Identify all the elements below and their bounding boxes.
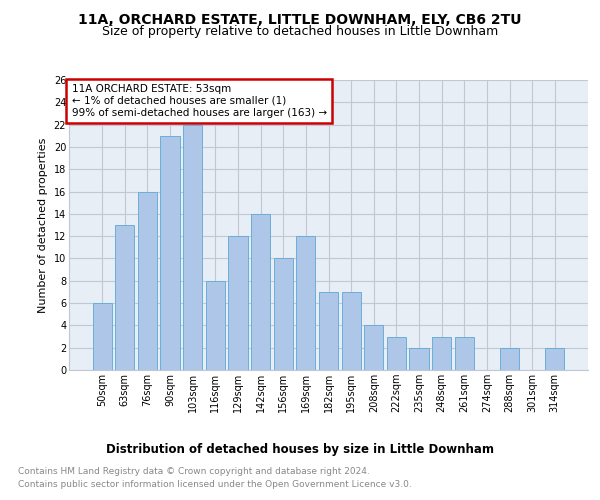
- Text: Size of property relative to detached houses in Little Downham: Size of property relative to detached ho…: [102, 25, 498, 38]
- Bar: [387, 336, 406, 370]
- Text: Contains HM Land Registry data © Crown copyright and database right 2024.: Contains HM Land Registry data © Crown c…: [18, 468, 370, 476]
- Bar: [251, 214, 270, 370]
- Bar: [206, 281, 225, 370]
- Text: Contains public sector information licensed under the Open Government Licence v3: Contains public sector information licen…: [18, 480, 412, 489]
- Text: 11A, ORCHARD ESTATE, LITTLE DOWNHAM, ELY, CB6 2TU: 11A, ORCHARD ESTATE, LITTLE DOWNHAM, ELY…: [78, 12, 522, 26]
- Bar: [545, 348, 565, 370]
- Bar: [319, 292, 338, 370]
- Text: Distribution of detached houses by size in Little Downham: Distribution of detached houses by size …: [106, 442, 494, 456]
- Bar: [115, 225, 134, 370]
- Bar: [92, 303, 112, 370]
- Bar: [296, 236, 316, 370]
- Bar: [160, 136, 180, 370]
- Bar: [138, 192, 157, 370]
- Bar: [500, 348, 519, 370]
- Bar: [432, 336, 451, 370]
- Bar: [364, 326, 383, 370]
- Bar: [455, 336, 474, 370]
- Bar: [341, 292, 361, 370]
- Bar: [409, 348, 428, 370]
- Bar: [274, 258, 293, 370]
- Text: 11A ORCHARD ESTATE: 53sqm
← 1% of detached houses are smaller (1)
99% of semi-de: 11A ORCHARD ESTATE: 53sqm ← 1% of detach…: [71, 84, 327, 117]
- Bar: [229, 236, 248, 370]
- Y-axis label: Number of detached properties: Number of detached properties: [38, 138, 48, 312]
- Bar: [183, 124, 202, 370]
